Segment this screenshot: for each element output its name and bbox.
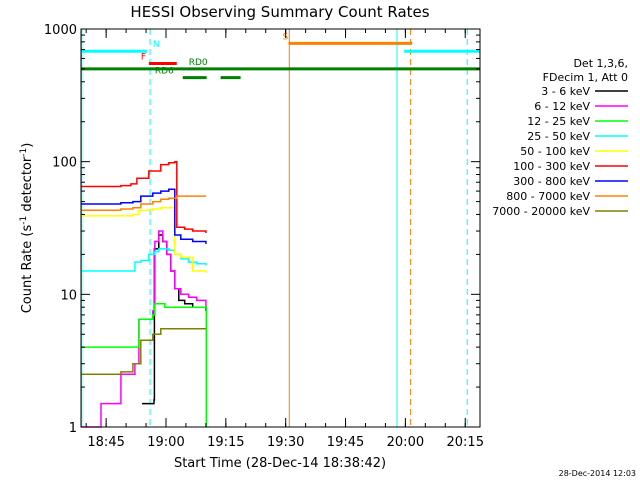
series-line bbox=[81, 248, 207, 272]
legend-header: FDecim 1, Att 0 bbox=[543, 71, 628, 84]
x-tick-label: 20:00 bbox=[387, 435, 424, 450]
series-line bbox=[81, 206, 207, 273]
legend-entry-label: 12 - 25 keV bbox=[527, 115, 590, 128]
y-axis-label-part: -1 bbox=[19, 216, 29, 225]
flag-label: RD0 bbox=[189, 58, 208, 68]
legend-entry-label: 300 - 800 keV bbox=[513, 175, 590, 188]
timestamp: 28-Dec-2014 12:03 bbox=[559, 469, 636, 478]
x-tick-label: 19:15 bbox=[207, 435, 244, 450]
flag-label: N bbox=[153, 40, 160, 50]
series-line bbox=[81, 160, 207, 233]
y-tick-label: 100 bbox=[52, 156, 77, 171]
y-axis-label-part: ) bbox=[20, 143, 35, 148]
y-axis-label: Count Rate (s-1 detector-1) bbox=[19, 143, 35, 314]
y-axis-label-part: Count Rate (s bbox=[20, 225, 35, 314]
legend-entry-label: 100 - 300 keV bbox=[513, 160, 590, 173]
series-line bbox=[81, 302, 208, 427]
y-tick-label: 10 bbox=[60, 288, 77, 303]
plot-frame bbox=[80, 28, 481, 428]
legend-header: Det 1,3,6, bbox=[573, 57, 628, 70]
legend-entry-label: 25 - 50 keV bbox=[527, 130, 590, 143]
legend-entry-label: 50 - 100 keV bbox=[520, 145, 590, 158]
y-axis-label-part: -1 bbox=[19, 148, 29, 157]
series-line bbox=[81, 188, 207, 244]
legend-entry-label: 7000 - 20000 keV bbox=[492, 205, 590, 218]
chart-title: HESSI Observing Summary Count Rates bbox=[130, 3, 429, 21]
y-tick-label: 1000 bbox=[44, 23, 77, 38]
legend-entry-label: 800 - 7000 keV bbox=[506, 190, 590, 203]
flag-label: RD6 bbox=[155, 67, 174, 77]
legend-entry-label: 6 - 12 keV bbox=[534, 100, 590, 113]
x-axis-label: Start Time (28-Dec-14 18:38:42) bbox=[174, 456, 386, 471]
series-line bbox=[81, 195, 206, 212]
series-line bbox=[81, 328, 206, 375]
legend: Det 1,3,6,FDecim 1, Att 03 - 6 keV 6 - 12… bbox=[492, 57, 628, 218]
x-tick-label: 19:00 bbox=[147, 435, 184, 450]
series-line bbox=[81, 230, 207, 428]
plot-area: NFSRD0RD6 bbox=[81, 29, 480, 428]
legend-entry-label: 3 - 6 keV bbox=[541, 85, 590, 98]
y-axis-label-part: detector bbox=[20, 156, 35, 216]
x-tick-label: 20:15 bbox=[447, 435, 484, 450]
flag-label: F bbox=[141, 52, 146, 62]
x-tick-label: 19:45 bbox=[327, 435, 364, 450]
x-tick-label: 19:30 bbox=[267, 435, 304, 450]
x-tick-label: 18:45 bbox=[87, 435, 124, 450]
axes: 1 10 100 1000 18:45 19:00 19:15 19:30 19:45 20:00… bbox=[44, 23, 484, 450]
y-tick-label: 1 bbox=[69, 421, 77, 436]
